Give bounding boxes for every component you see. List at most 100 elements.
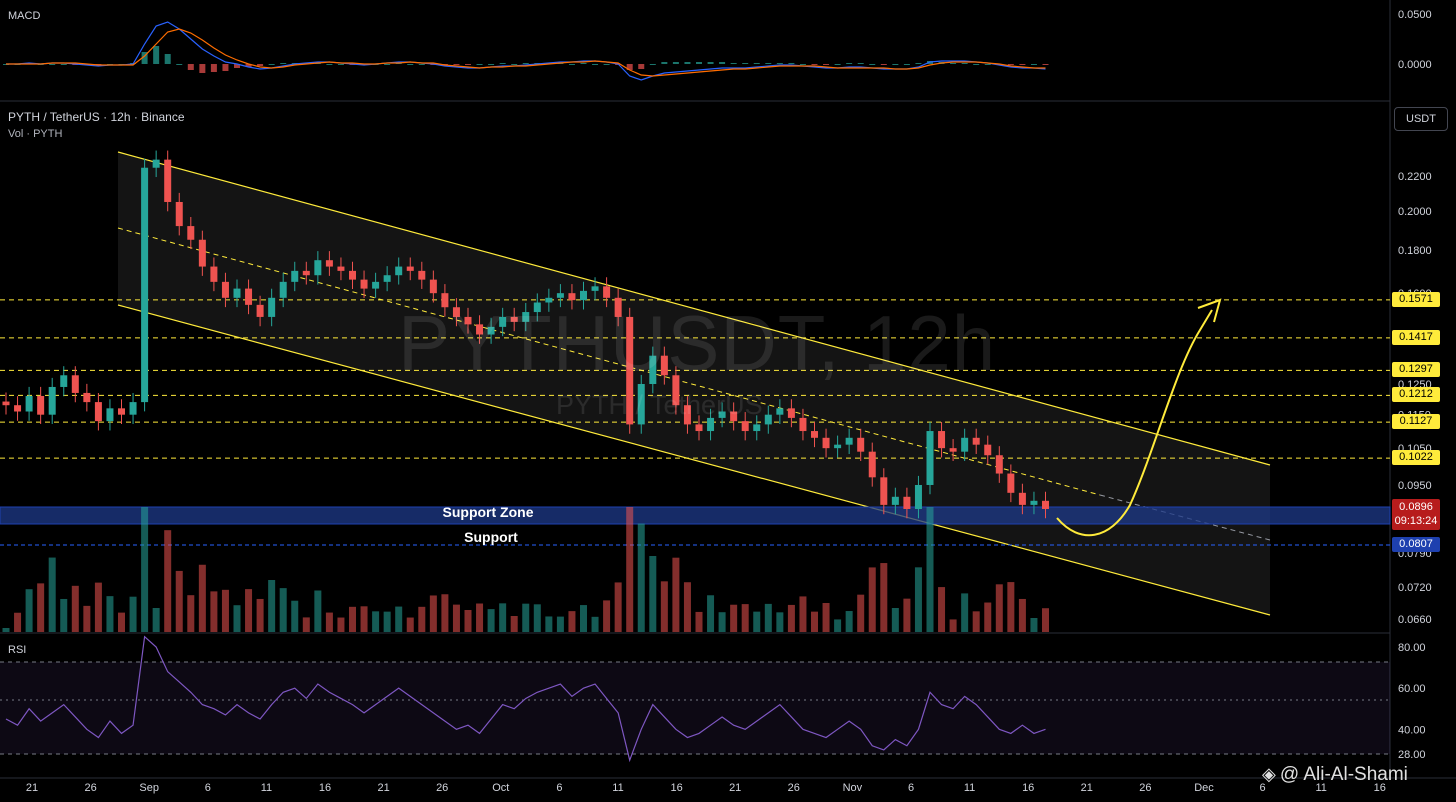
candle-body bbox=[730, 411, 738, 422]
macd-histogram-bar bbox=[857, 63, 864, 64]
x-tick-label: 11 bbox=[964, 782, 975, 794]
current-price: 0.0896 bbox=[1399, 501, 1433, 513]
volume-bar bbox=[637, 523, 645, 632]
candle-body bbox=[799, 417, 807, 432]
volume-bar bbox=[730, 604, 738, 632]
macd-histogram-bar bbox=[984, 64, 991, 65]
signal-line bbox=[6, 28, 1046, 77]
x-tick-label: 16 bbox=[1022, 782, 1034, 794]
macd-histogram-bar bbox=[742, 63, 749, 64]
volume-bar bbox=[984, 602, 992, 632]
volume-bar bbox=[961, 593, 969, 632]
candle-body bbox=[938, 431, 946, 449]
candle-body bbox=[568, 293, 576, 301]
candle-body bbox=[787, 408, 795, 418]
volume-bar bbox=[545, 616, 553, 632]
candle-body bbox=[1042, 500, 1049, 509]
candle-body bbox=[48, 386, 56, 415]
channel-fill bbox=[118, 152, 1270, 615]
candle-body bbox=[118, 408, 125, 415]
volume-bar bbox=[972, 611, 980, 632]
candle-body bbox=[418, 270, 426, 280]
volume-bar bbox=[14, 612, 22, 632]
symbol-description-watermark: PYTH / TetherUS bbox=[556, 390, 763, 420]
candle-body bbox=[1007, 473, 1015, 493]
candle-body bbox=[753, 424, 761, 432]
macd-histogram-bar bbox=[661, 62, 668, 64]
candle-body bbox=[141, 167, 149, 403]
arrow-head bbox=[1197, 298, 1222, 323]
support-zone-box[interactable] bbox=[0, 506, 1391, 525]
volume-bar bbox=[926, 507, 934, 632]
candle-body bbox=[349, 270, 356, 280]
volume-bar bbox=[164, 530, 172, 632]
x-tick-label: 6 bbox=[908, 782, 914, 794]
candle-body bbox=[949, 448, 957, 452]
candle-body bbox=[522, 312, 530, 322]
macd-histogram-bar bbox=[222, 64, 229, 71]
macd-histogram-bar bbox=[326, 64, 333, 65]
candle-body bbox=[891, 496, 899, 505]
volume-bar bbox=[834, 619, 842, 632]
candle-body bbox=[233, 288, 241, 298]
volume-bar bbox=[360, 606, 368, 632]
candle-body bbox=[649, 355, 657, 385]
macd-histogram-bar bbox=[626, 64, 633, 70]
volume-bar bbox=[302, 617, 310, 632]
volume-bar bbox=[141, 507, 149, 632]
macd-histogram-bar bbox=[257, 64, 264, 66]
volume-bar bbox=[614, 582, 622, 632]
volume-bar bbox=[175, 570, 183, 632]
x-tick-label: 26 bbox=[436, 782, 448, 794]
volume-bar bbox=[556, 616, 564, 632]
y-tick-label: 0.2200 bbox=[1398, 171, 1432, 183]
macd-histogram-bar bbox=[141, 52, 148, 64]
channel-midline bbox=[117, 227, 1101, 496]
candle-body bbox=[880, 477, 888, 505]
candle-body bbox=[2, 401, 10, 406]
candle-body bbox=[857, 437, 865, 452]
macd-histogram-bar bbox=[696, 62, 702, 64]
x-tick-label: Dec bbox=[1194, 782, 1214, 794]
volume-bar bbox=[568, 611, 576, 632]
macd-histogram-bar bbox=[592, 64, 599, 65]
support-label: Support bbox=[464, 529, 518, 545]
candle-body bbox=[868, 451, 876, 478]
macd-histogram-bar bbox=[638, 64, 645, 69]
macd-histogram-bar bbox=[707, 62, 714, 64]
countdown: 09:13:24 bbox=[1394, 515, 1438, 527]
macd-histogram-bar bbox=[280, 63, 287, 64]
candle-body bbox=[499, 316, 507, 327]
currency-button[interactable]: USDT bbox=[1394, 107, 1448, 131]
candle-body bbox=[591, 286, 599, 291]
macd-histogram-bar bbox=[199, 64, 206, 73]
level-tag-1: 0.1417 bbox=[1392, 329, 1440, 345]
macd-line bbox=[6, 21, 1046, 81]
x-tick-label: 26 bbox=[84, 782, 96, 794]
volume-bar bbox=[487, 609, 495, 632]
macd-histogram-bar bbox=[1030, 64, 1037, 65]
macd-histogram-bar bbox=[245, 64, 252, 67]
volume-bar bbox=[522, 603, 530, 632]
volume-bar bbox=[741, 604, 749, 632]
candle-body bbox=[626, 316, 634, 425]
channel-upper-line bbox=[117, 151, 1271, 466]
macd-histogram-bar bbox=[176, 64, 183, 65]
candle-body bbox=[221, 281, 229, 298]
x-tick-label: Oct bbox=[492, 782, 509, 794]
candle-body bbox=[395, 266, 403, 276]
macd-histogram-bar bbox=[834, 64, 841, 65]
macd-histogram-bar bbox=[915, 63, 922, 64]
author-watermark: ◈ @ Ali-Al-Shami bbox=[1262, 764, 1408, 786]
candle-body bbox=[383, 275, 391, 282]
volume-bar bbox=[71, 585, 79, 632]
macd-group bbox=[3, 21, 1049, 81]
candle-body bbox=[83, 392, 91, 403]
current-price-tag: 0.0896 09:13:24 bbox=[1392, 499, 1440, 530]
candle-body bbox=[707, 417, 715, 432]
x-tick-label: 26 bbox=[1139, 782, 1151, 794]
candle-body bbox=[556, 293, 564, 298]
macd-histogram-bar bbox=[950, 63, 957, 64]
macd-histogram-bar bbox=[869, 64, 876, 65]
